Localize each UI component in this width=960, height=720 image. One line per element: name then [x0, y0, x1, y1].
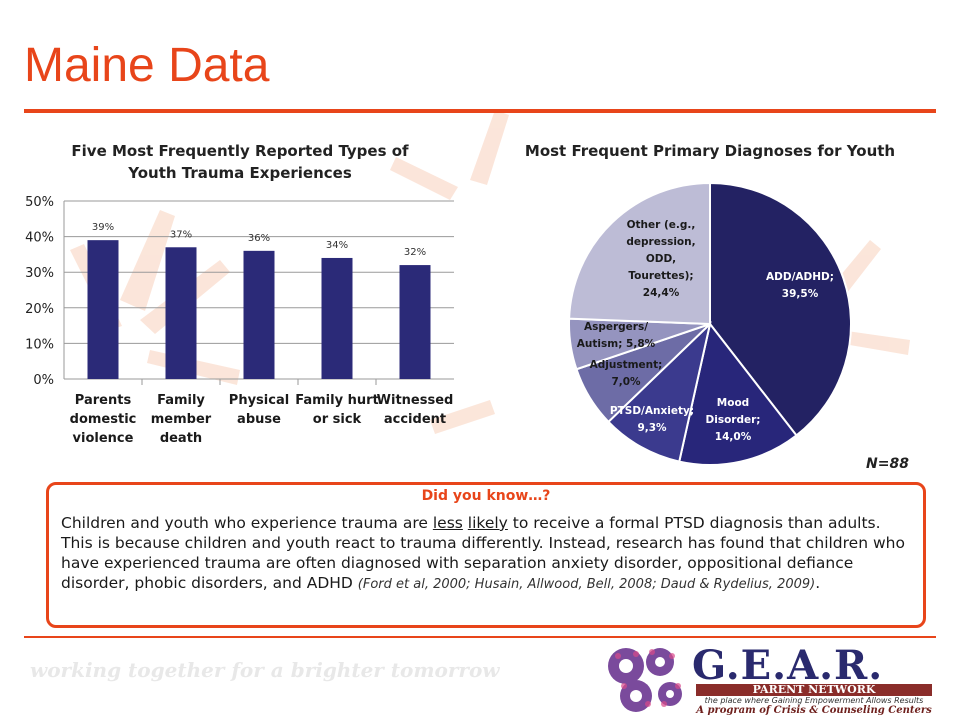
pie-slice-label: Autism; 5,8%	[577, 338, 656, 350]
x-tick-label: or sick	[313, 412, 362, 427]
pie-slice-label: Disorder;	[706, 414, 761, 426]
pie-slice	[678, 321, 798, 466]
y-tick-label: 50%	[25, 195, 54, 210]
bar-data-label: 39%	[92, 222, 114, 233]
pie-slice	[568, 181, 711, 326]
pie-slice	[709, 181, 852, 437]
y-tick-label: 40%	[25, 231, 54, 246]
y-tick-label: 10%	[25, 337, 54, 352]
pie-slice-label: Tourettes);	[628, 270, 693, 282]
callout-text-less: less	[432, 514, 463, 532]
bar-data-label: 36%	[248, 233, 270, 244]
bar	[399, 265, 431, 379]
page-title: Maine Data	[24, 39, 270, 92]
logo-tagline: the place where Gaining Empowerment Allo…	[704, 696, 924, 705]
bar-data-label: 32%	[404, 247, 426, 258]
pie-slice-label: Mood	[717, 397, 749, 409]
callout-body: Children and youth who experience trauma…	[61, 513, 913, 595]
x-tick-label: violence	[73, 431, 134, 446]
callout-text-b: to receive a formal PTSD diagnosis than …	[61, 514, 905, 592]
title-rule	[24, 109, 936, 113]
x-tick-label: Parents	[75, 393, 132, 408]
x-tick-label: Family hurt	[295, 393, 378, 408]
bar	[243, 250, 275, 379]
x-tick-label: abuse	[237, 412, 281, 427]
logo-band: PARENT NETWORK	[696, 684, 932, 696]
y-tick-label: 0%	[33, 373, 54, 388]
pie-slice-label: 9,3%	[637, 422, 667, 434]
bar	[165, 247, 197, 379]
pie-chart-title: Most Frequent Primary Diagnoses for Yout…	[524, 142, 896, 160]
pie-slice-label: Adjustment;	[590, 359, 663, 371]
did-you-know-callout: Did you know…? Children and youth who ex…	[46, 482, 926, 628]
callout-citation: (Ford et al, 2000; Husain, Allwood, Bell…	[357, 577, 816, 592]
x-tick-label: death	[160, 431, 202, 446]
pie-slice-label: ADD/ADHD;	[766, 271, 834, 283]
bar-chart: 0% 10% 20% 30% 40% 50% 39% Parents domestic viole…	[25, 195, 454, 446]
pie-slice-label: 14,0%	[715, 431, 752, 443]
callout-text-a: Children and youth who experience trauma…	[61, 514, 433, 532]
gears-icon	[608, 648, 682, 712]
bar-data-label: 34%	[326, 240, 348, 251]
x-tick-label: Physical	[229, 393, 289, 408]
pie-slice-label: depression,	[626, 236, 695, 248]
pie-slice-label: Other (e.g.,	[627, 219, 696, 231]
callout-end: .	[815, 574, 821, 592]
x-tick-label: Witnessed	[377, 393, 454, 408]
pie-slice-label: Aspergers/	[584, 321, 648, 333]
footer-rule	[24, 636, 936, 638]
bar-chart-title: Five Most Frequently Reported Types of Y…	[60, 140, 420, 184]
x-tick-label: domestic	[70, 412, 137, 427]
logo-subtitle: A program of Crisis & Counseling Centers	[696, 705, 932, 716]
pie-slice	[607, 320, 712, 463]
bar	[87, 240, 119, 379]
bar-chart-title-line2: Youth Trauma Experiences	[128, 164, 352, 182]
sample-size-label: N=88	[866, 456, 909, 472]
pie-slice-label: 24,4%	[643, 287, 680, 299]
pie-slice-label: PTSD/Anxiety;	[610, 405, 694, 417]
bar-data-label: 37%	[170, 229, 192, 240]
pie-slice-label: ODD,	[646, 253, 676, 265]
logo-name: G.E.A.R.	[692, 642, 884, 689]
bar-chart-title-line1: Five Most Frequently Reported Types of	[71, 142, 409, 160]
pie-chart: ADD/ADHD; 39,5% Mood Disorder; 14,0% PTSD/Anx…	[568, 181, 852, 466]
pie-slice-label: 7,0%	[611, 376, 641, 388]
x-tick-label: accident	[384, 412, 446, 427]
bar	[321, 257, 353, 379]
pie-slice-label: 39,5%	[782, 288, 819, 300]
y-tick-label: 20%	[25, 302, 54, 317]
callout-heading: Did you know…?	[421, 488, 551, 504]
footer-tagline: working together for a brighter tomorrow	[30, 658, 500, 682]
y-tick-label: 30%	[25, 266, 54, 281]
callout-text-likely: likely	[467, 514, 508, 532]
gear-logo: G.E.A.R. PARENT NETWORK the place where …	[600, 640, 940, 718]
x-tick-label: member	[151, 412, 212, 427]
x-tick-label: Family	[157, 393, 205, 408]
